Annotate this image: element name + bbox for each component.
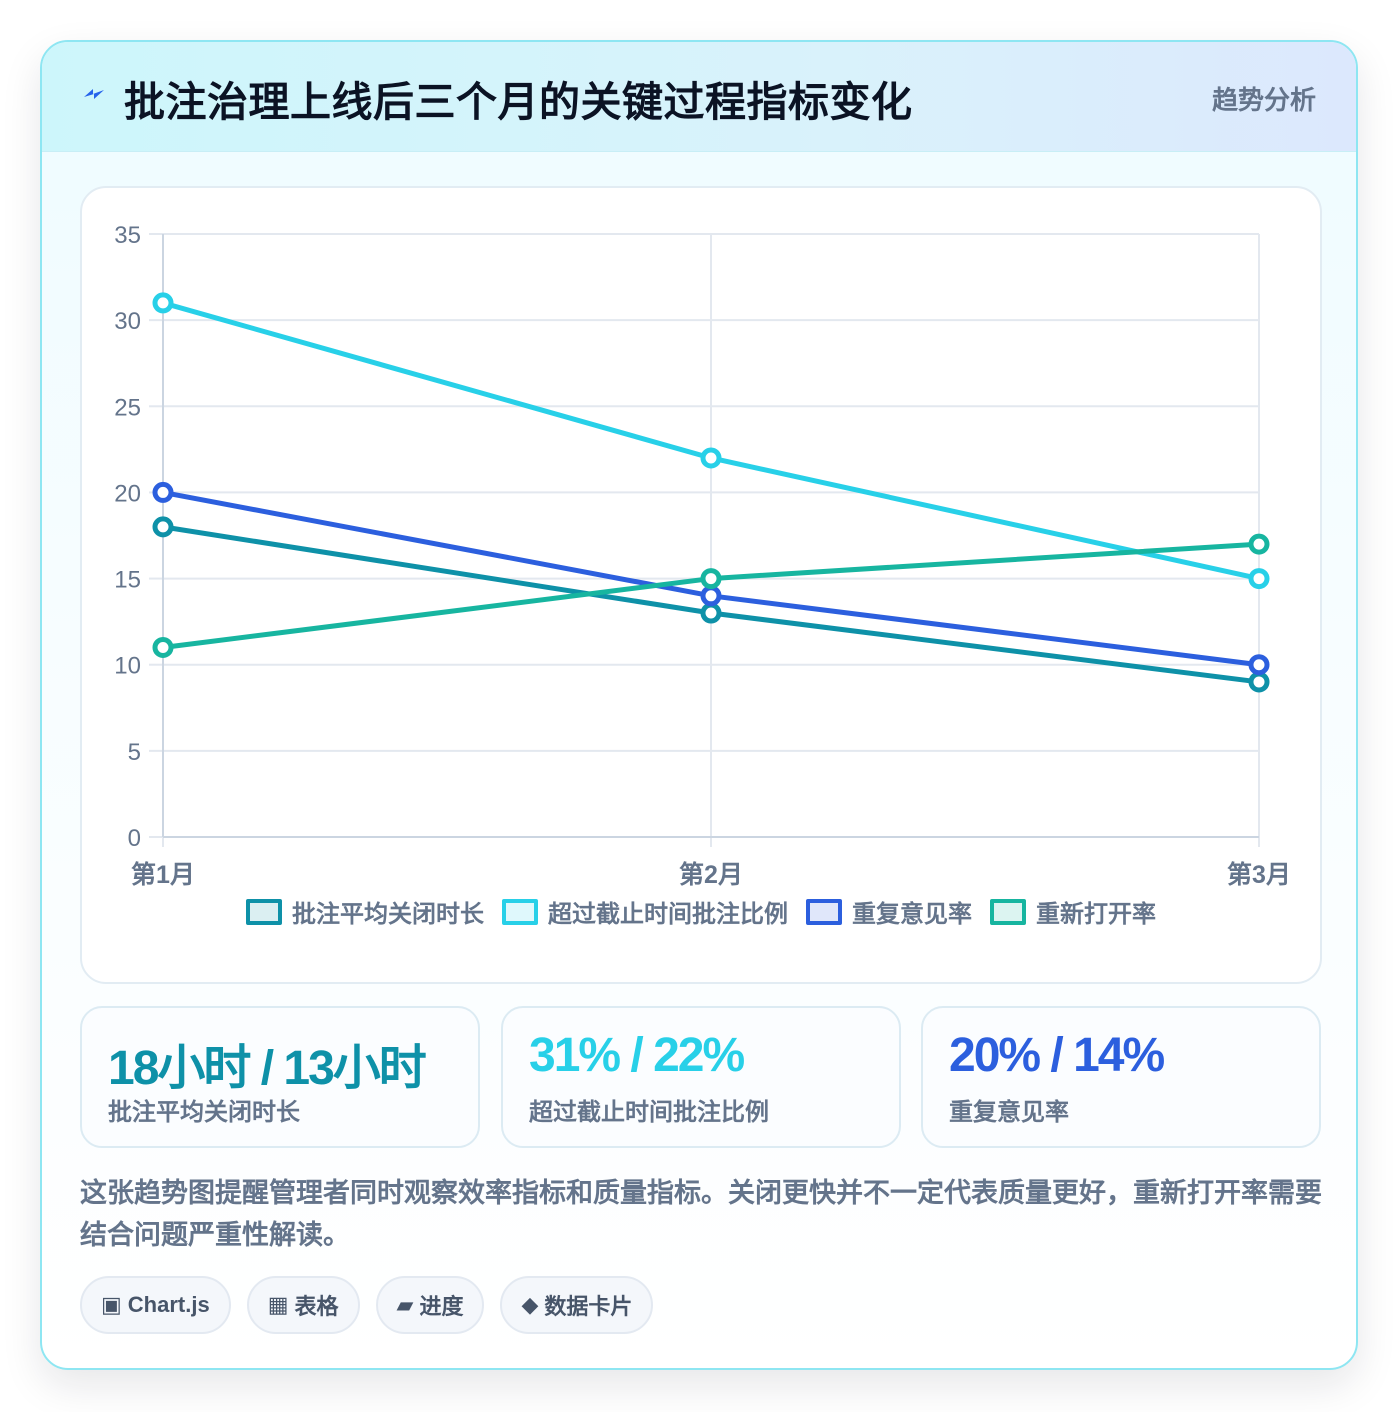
y-tick-label: 5	[128, 739, 141, 766]
chip-table[interactable]: ▦ 表格	[246, 1276, 360, 1334]
header-tag: 趋势分析	[1211, 85, 1316, 115]
y-tick-label: 35	[114, 222, 141, 249]
card-header: 批注治理上线后三个月的关键过程指标变化 趋势分析	[42, 42, 1356, 152]
legend-label: 重新打开率	[1036, 901, 1156, 928]
legend-label: 重复意见率	[852, 901, 972, 928]
grid-icon: ▦	[267, 1292, 289, 1317]
chip-data-cards[interactable]: ◆ 数据卡片	[500, 1276, 654, 1334]
x-tick-label: 第2月	[679, 860, 743, 888]
y-tick-label: 15	[114, 567, 141, 594]
stat-cards: 18小时 / 13小时 批注平均关闭时长 31% / 22% 超过截止时间批注比…	[80, 1006, 1322, 1148]
y-tick-label: 0	[128, 825, 141, 852]
data-point	[152, 481, 174, 503]
legend-item[interactable]: 超过截止时间批注比例	[502, 894, 788, 929]
y-tick-label: 10	[114, 653, 141, 680]
data-point	[700, 602, 722, 624]
stat-label: 批注平均关闭时长	[108, 1099, 300, 1126]
line-chart: 0 5 10 15 20 25 30 35 第1月 第2月 第3月	[114, 222, 1291, 888]
data-point	[152, 516, 174, 538]
data-point	[152, 292, 174, 314]
chip-chartjs[interactable]: ▣ Chart.js	[80, 1276, 231, 1334]
chip-label: Chart.js	[127, 1292, 210, 1317]
stat-label: 超过截止时间批注比例	[529, 1099, 769, 1126]
data-point	[700, 447, 722, 469]
legend-item[interactable]: 批注平均关闭时长	[246, 894, 484, 929]
chart-container: 0 5 10 15 20 25 30 35 第1月 第2月 第3月 批注平均关闭时长 超过截止时间批注…	[80, 186, 1322, 984]
chip-label: 表格	[294, 1294, 339, 1319]
data-point	[1248, 654, 1270, 676]
data-point	[1248, 568, 1270, 590]
x-tick-label: 第1月	[131, 860, 195, 888]
legend-item[interactable]: 重复意见率	[806, 894, 972, 929]
stat-value: 31% / 22%	[529, 1029, 745, 1082]
x-tick-label: 第3月	[1227, 860, 1291, 888]
stat-label: 重复意见率	[949, 1099, 1069, 1126]
square-icon: ▣	[101, 1292, 122, 1317]
data-point	[152, 636, 174, 658]
chart-legend: 批注平均关闭时长 超过截止时间批注比例 重复意见率 重新打开率	[82, 894, 1320, 929]
legend-swatch	[246, 898, 282, 925]
tech-chips: ▣ Chart.js ▦ 表格 ▰ 进度 ◆ 数据卡片	[80, 1276, 654, 1334]
chart-card: 批注治理上线后三个月的关键过程指标变化 趋势分析 0 5 10 15 20 25 30 35 第…	[40, 40, 1358, 1370]
stat-value: 20% / 14%	[949, 1029, 1165, 1082]
stat-card: 31% / 22% 超过截止时间批注比例	[501, 1006, 901, 1148]
chart-note: 这张趋势图提醒管理者同时观察效率指标和质量指标。关闭更快并不一定代表质量更好，重…	[80, 1178, 1322, 1250]
bolt-icon	[84, 89, 104, 99]
chip-progress[interactable]: ▰ 进度	[375, 1276, 485, 1334]
legend-item[interactable]: 重新打开率	[990, 894, 1156, 929]
data-point	[1248, 671, 1270, 693]
legend-swatch	[990, 898, 1026, 925]
chip-label: 数据卡片	[544, 1294, 633, 1319]
stat-card: 20% / 14% 重复意见率	[921, 1006, 1321, 1148]
stat-value: 18小时 / 13小时	[108, 1042, 427, 1095]
stat-card: 18小时 / 13小时 批注平均关闭时长	[80, 1006, 480, 1148]
page-title: 批注治理上线后三个月的关键过程指标变化	[124, 79, 913, 125]
y-tick-label: 25	[114, 394, 141, 421]
data-point	[1248, 533, 1270, 555]
y-tick-label: 30	[114, 308, 141, 335]
legend-swatch	[502, 898, 538, 925]
legend-label: 超过截止时间批注比例	[548, 901, 788, 928]
legend-label: 批注平均关闭时长	[292, 901, 484, 928]
y-tick-label: 20	[114, 480, 141, 507]
legend-swatch	[806, 898, 842, 925]
diamond-icon: ◆	[521, 1292, 539, 1317]
progress-icon: ▰	[396, 1292, 414, 1317]
data-point	[700, 568, 722, 590]
chip-label: 进度	[419, 1294, 464, 1319]
data-point	[700, 585, 722, 607]
